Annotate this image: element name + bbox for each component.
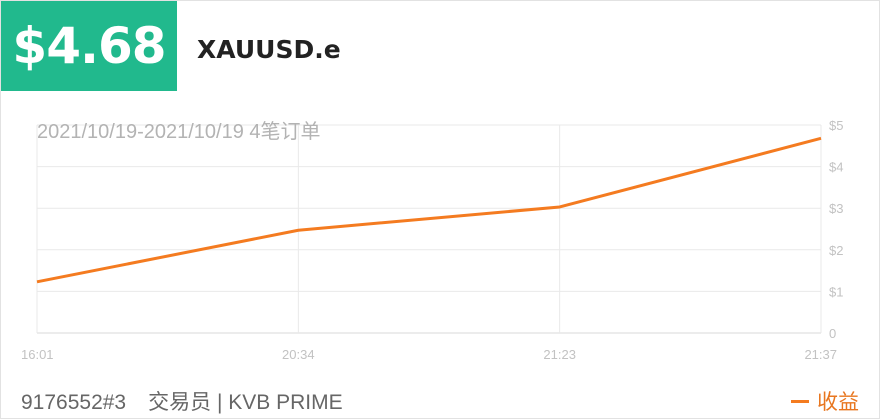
x-tick-label: 21:23 [543, 347, 576, 362]
y-tick-label: $2 [829, 243, 843, 258]
x-tick-label: 16:01 [21, 347, 54, 362]
legend-label: 收益 [817, 386, 859, 416]
account-info: 9176552#3 交易员 | KVB PRIME [21, 386, 343, 416]
y-tick-label: 0 [829, 326, 836, 341]
y-axis-labels: 0 $1 $2 $3 $4 $5 [829, 118, 843, 341]
y-tick-label: $5 [829, 118, 843, 133]
x-tick-label: 21:37 [804, 347, 837, 362]
y-tick-label: $3 [829, 201, 843, 216]
chart-grid [37, 125, 821, 333]
y-tick-label: $4 [829, 160, 843, 175]
chart-legend: 收益 [791, 386, 859, 416]
x-tick-label: 20:34 [282, 347, 315, 362]
legend-swatch [791, 400, 809, 403]
series-line [37, 138, 821, 282]
x-axis-labels: 16:01 20:34 21:23 21:37 [21, 347, 837, 362]
trader-label: 交易员 | KVB PRIME [148, 391, 343, 414]
y-tick-label: $1 [829, 284, 843, 299]
chart-series [37, 138, 821, 282]
account-id: 9176552#3 [21, 391, 126, 414]
date-range: 2021/10/19-2021/10/19 4笔订单 [37, 115, 321, 144]
